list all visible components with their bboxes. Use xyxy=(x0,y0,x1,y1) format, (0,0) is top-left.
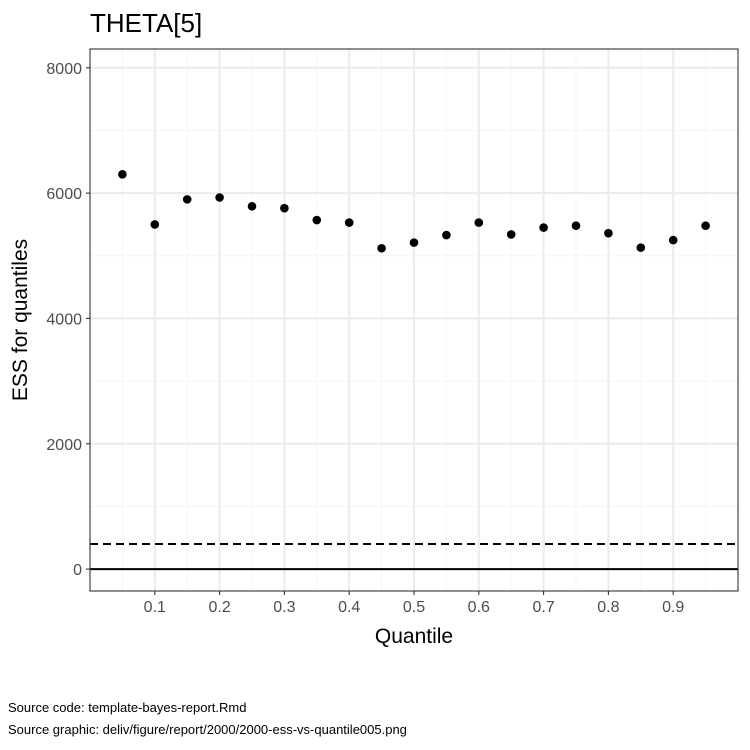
x-tick-label: 0.3 xyxy=(273,599,295,616)
data-point xyxy=(150,220,160,229)
data-point xyxy=(409,238,419,247)
x-tick-label: 0.2 xyxy=(208,599,230,616)
data-point xyxy=(312,215,322,225)
data-point xyxy=(118,170,127,179)
x-tick-label: 0.7 xyxy=(532,599,554,616)
data-point xyxy=(571,221,581,230)
data-points xyxy=(118,170,710,253)
y-tick-label: 6000 xyxy=(46,186,82,203)
y-axis-title: ESS for quantiles xyxy=(9,239,32,401)
data-point xyxy=(247,201,257,211)
x-tick-label: 0.4 xyxy=(338,599,360,616)
data-point xyxy=(280,203,289,213)
x-tick-label: 0.9 xyxy=(662,599,684,616)
data-point xyxy=(636,243,646,252)
data-point xyxy=(182,195,192,204)
source-code-caption: Source code: template-bayes-report.Rmd xyxy=(8,700,247,715)
x-axis-ticks: 0.1 0.2 0.3 0.4 0.5 0.6 0.7 0.8 0.9 xyxy=(144,591,684,616)
y-tick-label: 2000 xyxy=(46,437,82,454)
y-axis-ticks: 0 2000 4000 6000 8000 xyxy=(46,61,90,579)
data-point xyxy=(344,218,354,227)
y-tick-label: 8000 xyxy=(46,61,82,78)
data-point xyxy=(604,228,613,238)
chart-title: THETA[5] xyxy=(90,8,202,38)
data-point xyxy=(442,230,451,240)
data-point xyxy=(701,221,710,230)
y-tick-label: 0 xyxy=(73,562,82,579)
data-point xyxy=(377,243,386,253)
x-tick-label: 0.6 xyxy=(468,599,490,616)
data-point xyxy=(506,230,516,239)
data-point xyxy=(539,223,548,232)
x-tick-label: 0.8 xyxy=(597,599,619,616)
data-point xyxy=(668,235,678,245)
x-axis-title: Quantile xyxy=(375,625,453,648)
data-point xyxy=(474,218,484,227)
data-point xyxy=(215,193,224,202)
source-graphic-caption: Source graphic: deliv/figure/report/2000… xyxy=(8,722,407,737)
reference-lines xyxy=(90,543,738,571)
y-tick-label: 4000 xyxy=(46,311,82,328)
x-tick-label: 0.5 xyxy=(403,599,425,616)
x-tick-label: 0.1 xyxy=(144,599,166,616)
